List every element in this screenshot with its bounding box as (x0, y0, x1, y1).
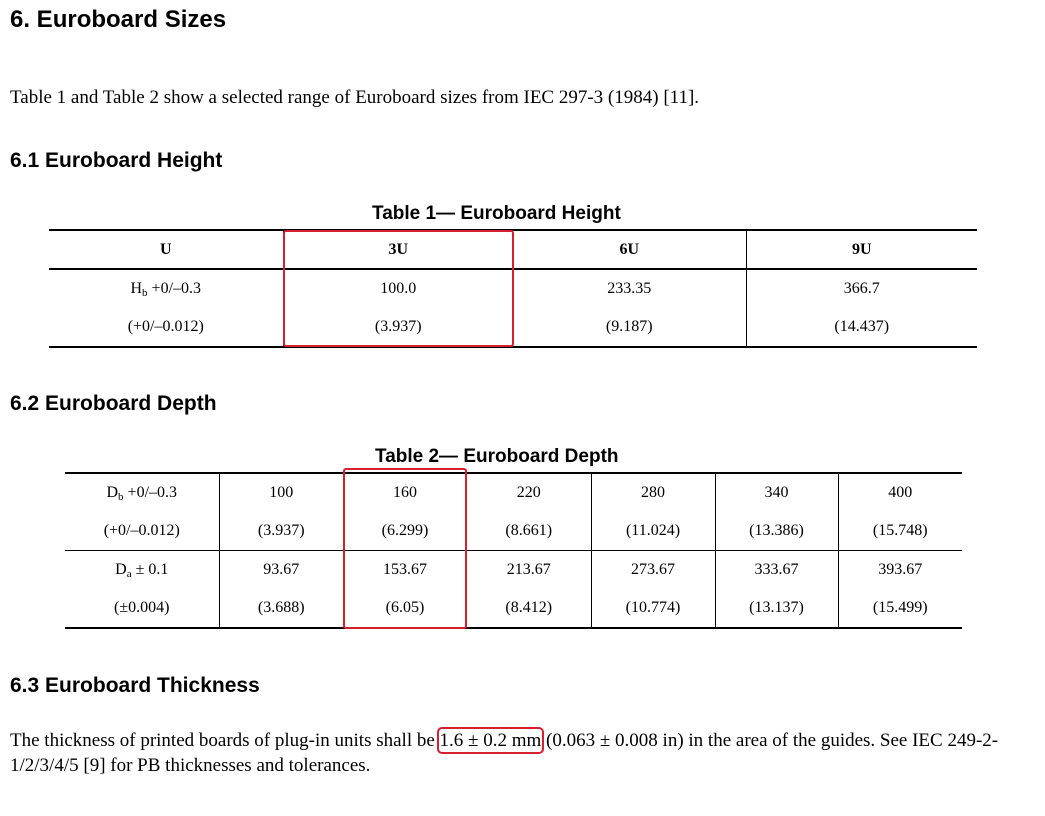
table-header-cell: 3U (282, 230, 513, 270)
table-cell: 153.67 (383, 561, 427, 578)
thickness-text-pre: The thickness of printed boards of plug-… (10, 730, 440, 751)
table-cell: 93.67 (218, 550, 343, 589)
table-row: Db +0/–0.3 100 160 220 280 340 400 (65, 473, 962, 512)
table-cell: 333.67 (714, 550, 838, 589)
table-cell: (8.412) (505, 599, 553, 616)
row-label-da: Da ± 0.1 (65, 551, 219, 590)
table-cell: 213.67 (506, 561, 551, 578)
table-cell: (3.688) (218, 589, 343, 628)
table-cell: (10.774) (590, 589, 715, 628)
highlight-box-3u-column (283, 230, 514, 347)
highlight-box-160-column (343, 468, 467, 629)
table-header-cell: U (49, 230, 283, 270)
table-cell: (3.937) (218, 512, 343, 551)
table-cell: 273.67 (590, 550, 715, 589)
row-label-base: H (130, 280, 143, 297)
subsection-heading-thickness: 6.3 Euroboard Thickness (10, 674, 260, 697)
subsection-heading-depth: 6.2 Euroboard Depth (10, 392, 217, 415)
row-label-hb: Hb +0/–0.3 (49, 269, 283, 308)
thickness-text-post: (0.063 ± 0.008 in) in the area of the gu… (10, 730, 999, 776)
table-cell: 100.0 (282, 269, 513, 308)
table-cell: (15.748) (837, 512, 962, 551)
row-label-db: Db +0/–0.3 (65, 473, 219, 512)
table-cell: 400 (837, 473, 962, 512)
intro-paragraph: Table 1 and Table 2 show a selected rang… (10, 87, 700, 108)
row-label-tolerance: ± 0.1 (131, 561, 169, 578)
row-label-inches: (+0/–0.012) (65, 512, 219, 551)
row-label-subscript: b (118, 491, 124, 503)
table1-caption: Table 1— Euroboard Height (372, 203, 621, 224)
table-row: Da ± 0.1 93.67 153.67 213.67 273.67 333.… (65, 550, 962, 590)
table-cell: (11.024) (590, 512, 715, 551)
row-label-inches: (+0/–0.012) (127, 318, 204, 335)
table2-caption: Table 2— Euroboard Depth (375, 446, 619, 467)
table-row: (+0/–0.012) (3.937) (6.299) (8.661) (11.… (65, 512, 962, 551)
table-header-cell: 9U (745, 230, 977, 270)
row-label-base: D (106, 484, 119, 501)
table-cell: (15.499) (837, 589, 962, 628)
table-row: Hb +0/–0.3 100.0 233.35 366.7 (49, 269, 977, 308)
table-cell: 340 (714, 473, 838, 512)
table-cell: 280 (590, 473, 715, 512)
row-label-inches: (±0.004) (114, 599, 170, 616)
table-row: (+0/–0.012) (3.937) (9.187) (14.437) (49, 308, 977, 347)
subsection-heading-height: 6.1 Euroboard Height (10, 149, 223, 172)
table-cell: (3.937) (282, 308, 513, 347)
table-cell: (13.386) (714, 512, 838, 551)
table-cell: (14.437) (745, 308, 977, 347)
table-cell: 233.35 (607, 280, 652, 297)
table-cell: (6.05) (385, 599, 425, 616)
row-label-subscript: a (126, 568, 132, 580)
thickness-paragraph: The thickness of printed boards of plug-… (10, 727, 1035, 778)
table-cell: (13.137) (714, 589, 838, 628)
row-label-subscript: b (142, 287, 148, 299)
table-cell: (6.299) (343, 512, 467, 551)
row-label-base: D (115, 561, 127, 578)
row-label-tolerance: +0/–0.3 (147, 280, 202, 297)
euroboard-height-table: U 3U 6U 9U Hb +0/–0.3 100.0 233.35 366.7… (49, 229, 977, 348)
section-heading-euroboard-sizes: 6. Euroboard Sizes (10, 6, 227, 33)
table-cell: 220 (516, 484, 541, 501)
table-row: (±0.004) (3.688) (6.05) (8.412) (10.774)… (65, 589, 962, 628)
row-label-tolerance: +0/–0.3 (123, 484, 178, 501)
table-header-cell: 6U (513, 230, 746, 270)
table-cell: (9.187) (605, 318, 653, 335)
euroboard-depth-table: Db +0/–0.3 100 160 220 280 340 400 (+0/–… (65, 472, 962, 629)
table-cell: 100 (218, 473, 343, 512)
highlight-box-thickness-value: 1.6 ± 0.2 mm (436, 727, 545, 754)
table-cell: (8.661) (467, 512, 591, 551)
table-cell: 393.67 (837, 550, 962, 589)
table-cell: 160 (393, 484, 417, 501)
table-cell: 366.7 (745, 269, 977, 308)
table-row: U 3U 6U 9U (49, 230, 977, 270)
